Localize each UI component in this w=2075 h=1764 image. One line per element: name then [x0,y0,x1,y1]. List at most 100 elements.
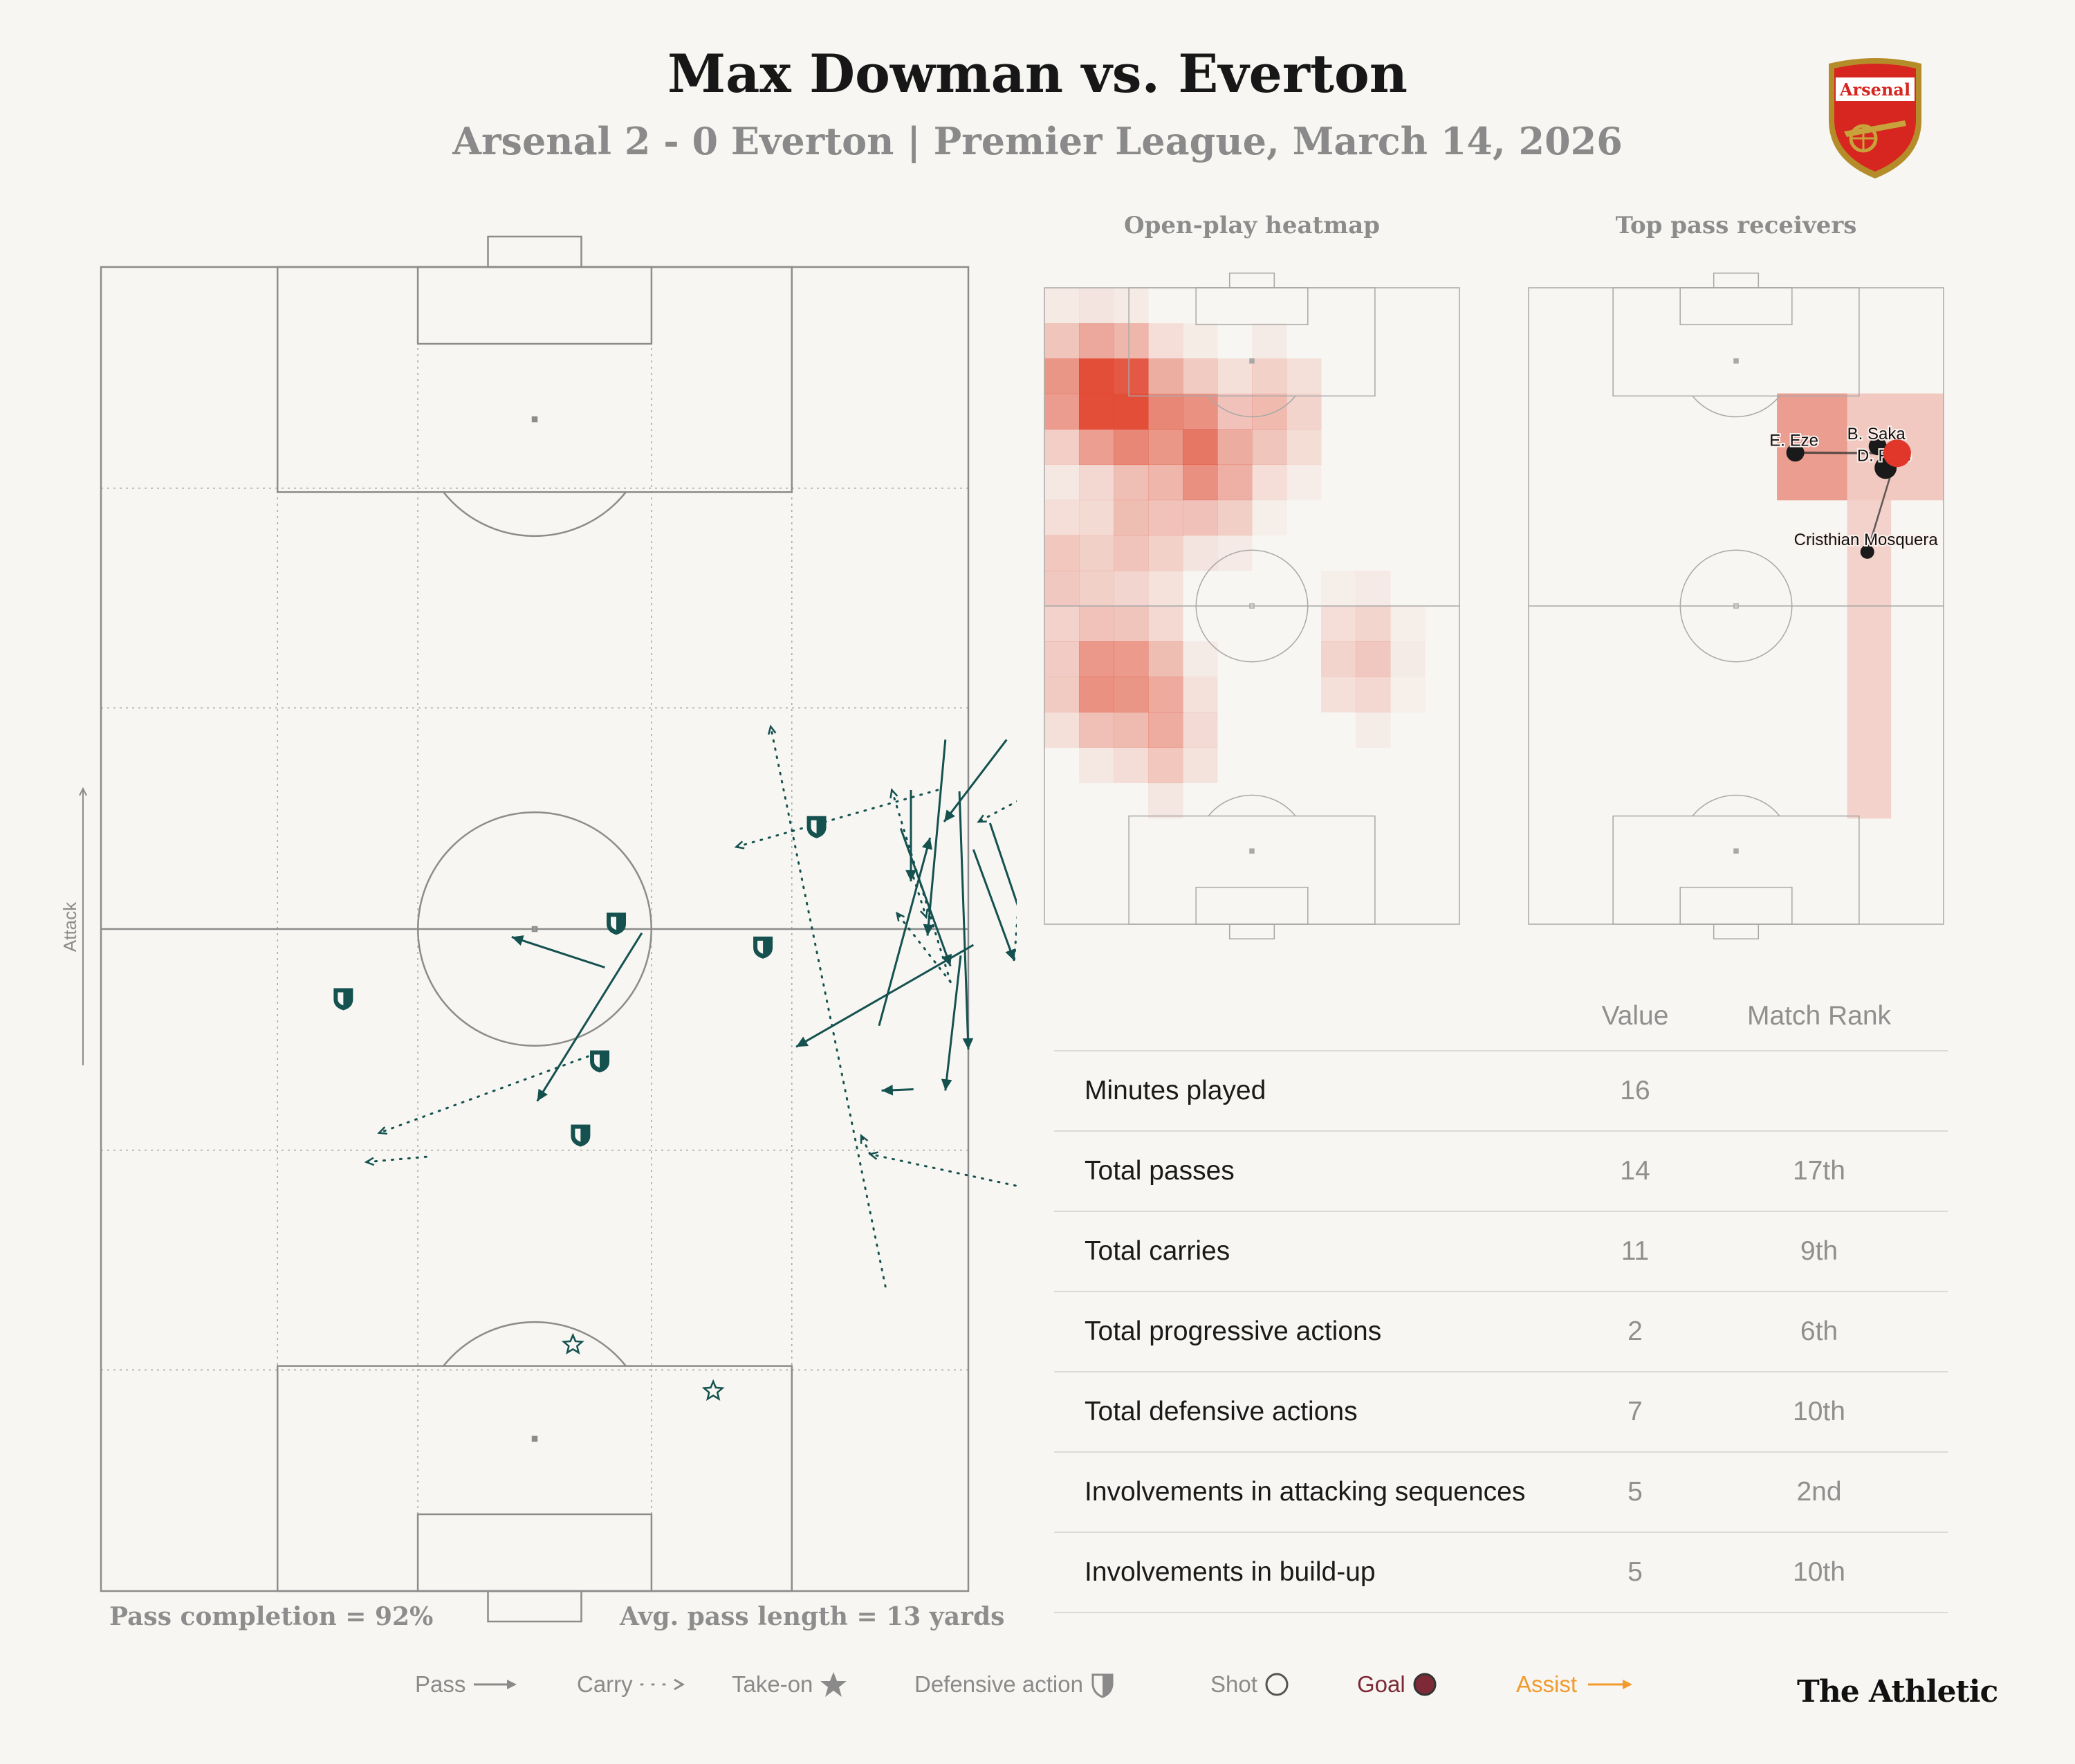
heatmap-cell [1217,358,1253,394]
carry-mark [860,1133,872,1155]
legend-pass-label: Pass [415,1671,466,1697]
pass-arrowhead [923,924,934,936]
svg-text:Arsenal: Arsenal [1839,80,1910,100]
star-icon [820,1672,847,1697]
heatmap-cell [1390,677,1426,713]
heatmap-cell [1114,464,1149,501]
legend-defensive: Defensive action [914,1667,1116,1702]
heatmap-cell [1252,358,1287,394]
carry-line [735,789,939,848]
shield-icon-inner [594,1054,600,1068]
stats-row: Total progressive actions 2 6th [1054,1291,1948,1372]
heatmap-cell [1114,570,1149,607]
penalty-box-bottom [1128,815,1376,925]
carry-mark [768,724,887,1288]
heatmap-chart: Attack [1044,273,1460,939]
receiver-label: E. Eze [1769,431,1818,450]
heatmap-cell [1321,677,1356,713]
heatmap-cell [1286,429,1322,466]
heatmap-cell [1114,535,1149,571]
heatmap-cell [1217,499,1253,536]
stat-value: 14 [1580,1130,1690,1211]
heatmap-cell [1114,429,1149,466]
heatmap-cell [1148,570,1183,607]
heatmap-cell [1044,677,1080,713]
six-yard-box-bottom [416,1513,653,1592]
shield-icon [1091,1673,1114,1698]
goal-bottom [1713,924,1760,939]
heatmap-cell [1183,712,1218,748]
heatmap-cell [1390,641,1426,677]
carry-arrowhead [377,1126,388,1135]
receivers-title: Top pass receivers [1615,212,1857,239]
heatmap-cell [1148,782,1183,819]
carry-arrowhead [919,908,929,919]
pass-line [899,828,952,967]
centre-spot [1249,603,1255,609]
stats-table: Value Match Rank Minutes played 16 Total… [1054,982,1948,1613]
heatmap-cell [1114,288,1149,324]
six-yard-box-top [1679,287,1793,326]
pass-line [926,739,947,936]
heatmap-cell [1252,464,1287,501]
pass-mark [795,944,975,1048]
centre-spot [1733,603,1739,609]
pass-mark [941,955,962,1091]
stat-label: Total carries [1054,1211,1580,1292]
stats-row: Total defensive actions 7 10th [1054,1371,1948,1452]
centre-circle [1679,549,1793,663]
carry-arrowhead [977,814,987,823]
carry-mark [977,800,1017,823]
heatmap-cells [1044,288,1426,819]
carry-arrowhead [860,1133,869,1144]
zone-grid [101,267,968,1591]
pass-arrowhead [943,809,956,822]
pass-arrowhead [941,1078,952,1091]
heatmap-cell [1044,464,1080,501]
heatmap-cell [1183,394,1218,430]
carry-mark [910,868,929,919]
pass-arrowhead [1005,948,1016,961]
the-athletic-logo: The Athletic [1797,1674,1998,1709]
stats-row: Involvements in attacking sequences 5 2n… [1054,1451,1948,1532]
pass-line [944,955,962,1091]
heatmap-cell [1183,677,1218,713]
pass-line [511,936,605,968]
pitch-markings [1044,273,1460,939]
heatmap-cell [1044,499,1080,536]
pass-mark [905,790,916,882]
heatmap-cell [1114,677,1149,713]
carry-arrowhead [768,724,777,735]
pass-mark [511,935,605,968]
heatmap-cell [1321,641,1356,677]
heatmap-cell [1183,323,1218,359]
carry-line [896,912,952,984]
penalty-box-top [1612,287,1860,397]
pitch-markings [1528,273,1944,939]
pass-arrowhead [881,1085,894,1096]
heatmap-cell [1044,323,1080,359]
heatmap-cell [1183,464,1218,501]
heatmap-cell [1079,358,1114,394]
heatmap-cell [1217,464,1253,501]
heatmap-cell [1252,323,1287,359]
pass-mark [923,739,947,936]
heatmap-cell [1114,358,1149,394]
heatmap-cell [1252,499,1287,536]
heatmap-cell [1079,429,1114,466]
stat-value: 7 [1580,1371,1690,1452]
penalty-arc-top [1692,395,1780,418]
receiver-node [1868,437,1887,456]
heatmap-cell [1044,288,1080,324]
penalty-box-bottom [276,1365,793,1592]
centre-spot [531,926,538,932]
carry-line [869,1152,1017,1187]
shield-icon-inner [575,1128,581,1142]
stat-rank: 10th [1690,1371,1948,1452]
heatmap-cell [1148,747,1183,784]
stats-header-row: Value Match Rank [1054,982,1948,1051]
stat-rank: 10th [1690,1532,1948,1613]
heatmap-cell [1321,570,1356,607]
stat-rank: 9th [1690,1211,1948,1292]
attack-direction-arrowhead [79,787,87,796]
